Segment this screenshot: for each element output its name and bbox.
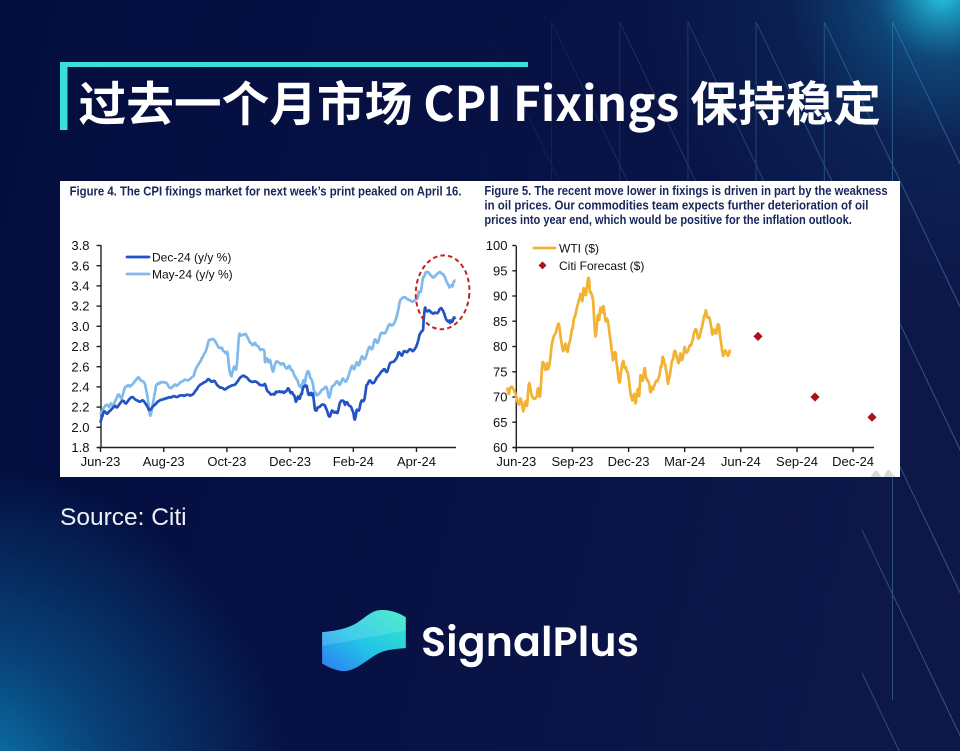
svg-text:Jun-23: Jun-23 xyxy=(81,454,121,469)
svg-text:2.2: 2.2 xyxy=(71,400,89,415)
svg-text:60: 60 xyxy=(493,440,507,455)
svg-text:Dec-23: Dec-23 xyxy=(269,454,311,469)
svg-text:in oil prices. Our commodities: in oil prices. Our commodities team expe… xyxy=(484,198,868,213)
svg-text:100: 100 xyxy=(486,238,508,253)
svg-text:Jun-24: Jun-24 xyxy=(721,454,761,469)
svg-text:Dec-24: Dec-24 xyxy=(832,454,874,469)
svg-text:prices into year end, which wo: prices into year end, which would be pos… xyxy=(484,212,851,227)
svg-text:Figure 4. The CPI fixings mark: Figure 4. The CPI fixings market for nex… xyxy=(70,184,462,199)
svg-text:Apr-24: Apr-24 xyxy=(397,454,436,469)
svg-text:2.8: 2.8 xyxy=(71,339,89,354)
svg-text:3.8: 3.8 xyxy=(71,238,89,253)
svg-text:75: 75 xyxy=(493,364,507,379)
svg-text:90: 90 xyxy=(493,289,507,304)
svg-text:3.2: 3.2 xyxy=(71,299,89,314)
svg-text:95: 95 xyxy=(493,263,507,278)
svg-text:2.6: 2.6 xyxy=(71,359,89,374)
svg-text:May-24 (y/y %): May-24 (y/y %) xyxy=(152,267,233,281)
svg-text:Oct-23: Oct-23 xyxy=(207,454,246,469)
svg-text:Aug-23: Aug-23 xyxy=(143,454,185,469)
svg-text:Sep-24: Sep-24 xyxy=(776,454,818,469)
svg-text:Figure 5. The recent move lowe: Figure 5. The recent move lower in fixin… xyxy=(484,183,887,198)
svg-text:Mar-24: Mar-24 xyxy=(664,454,705,469)
svg-text:Feb-24: Feb-24 xyxy=(333,454,374,469)
svg-text:Sep-23: Sep-23 xyxy=(551,454,593,469)
svg-text:3.4: 3.4 xyxy=(71,279,89,294)
svg-text:2.4: 2.4 xyxy=(71,380,89,395)
svg-text:70: 70 xyxy=(493,390,507,405)
svg-text:85: 85 xyxy=(493,314,507,329)
svg-text:Dec-23: Dec-23 xyxy=(608,454,650,469)
svg-text:WTI ($): WTI ($) xyxy=(559,241,599,255)
svg-text:80: 80 xyxy=(493,339,507,354)
svg-text:Dec-24 (y/y %): Dec-24 (y/y %) xyxy=(152,250,231,264)
svg-text:Citi Forecast ($): Citi Forecast ($) xyxy=(559,259,644,273)
svg-text:Jun-23: Jun-23 xyxy=(496,454,536,469)
svg-text:2.0: 2.0 xyxy=(71,420,89,435)
svg-text:65: 65 xyxy=(493,415,507,430)
svg-text:3.0: 3.0 xyxy=(71,319,89,334)
svg-text:3.6: 3.6 xyxy=(71,258,89,273)
svg-text:Source: Citi: Source: Citi xyxy=(60,504,187,531)
svg-text:1.8: 1.8 xyxy=(71,440,89,455)
